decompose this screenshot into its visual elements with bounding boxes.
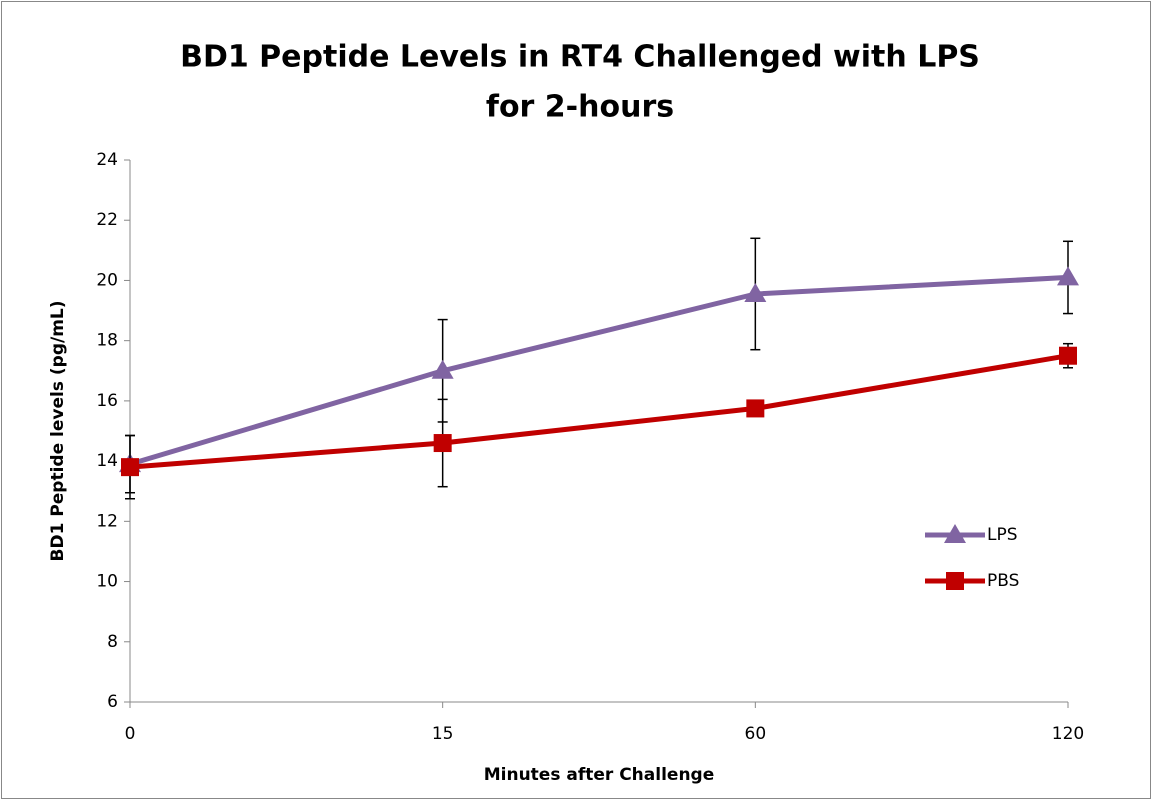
data-point — [121, 458, 139, 477]
series-line — [129, 274, 1069, 467]
data-point — [746, 399, 765, 418]
y-tick-label: 14 — [96, 451, 118, 471]
data-point — [433, 434, 452, 453]
y-tick-label: 22 — [96, 210, 118, 230]
y-tick-label: 20 — [96, 270, 118, 290]
series-line — [129, 353, 1069, 470]
data-point — [744, 282, 767, 302]
y-tick-label: 16 — [96, 391, 118, 411]
x-tick-label: 60 — [745, 724, 767, 744]
chart-title: for 2-hours — [486, 90, 674, 125]
x-tick-label: 15 — [432, 724, 454, 744]
y-tick-label: 18 — [96, 331, 118, 351]
y-tick-label: 8 — [107, 632, 118, 652]
data-point — [1059, 346, 1077, 365]
x-tick-label: 0 — [125, 724, 136, 744]
legend-label: LPS — [987, 525, 1018, 545]
chart-title: BD1 Peptide Levels in RT4 Challenged wit… — [180, 40, 980, 75]
data-point — [1057, 266, 1079, 286]
y-tick-label: 12 — [96, 511, 118, 531]
y-axis-title: BD1 Peptide levels (pg/mL) — [48, 300, 68, 561]
legend-label: PBS — [987, 571, 1019, 591]
y-tick-label: 24 — [96, 150, 118, 170]
x-tick-label: 120 — [1052, 724, 1084, 744]
legend-marker — [944, 524, 966, 543]
legend-marker — [946, 572, 964, 590]
x-axis-title: Minutes after Challenge — [484, 765, 715, 785]
data-point — [431, 359, 454, 379]
y-tick-label: 10 — [96, 572, 118, 592]
y-tick-label: 6 — [107, 692, 118, 712]
